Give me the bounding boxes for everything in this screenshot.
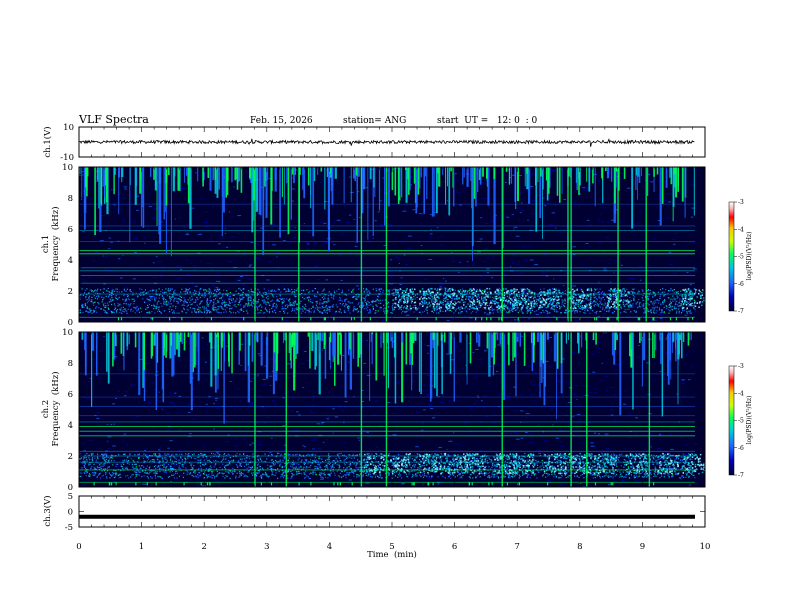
colorbar-tick-label: -3 <box>738 199 744 206</box>
time-tick-label: 4 <box>327 542 332 552</box>
ch3-ytick-label: -5 <box>65 523 73 533</box>
time-tick-label: 6 <box>452 542 457 552</box>
colorbar-tick-label: -5 <box>738 418 744 425</box>
colorbar-tick-label: -3 <box>738 363 744 370</box>
time-tick-label: 3 <box>264 542 269 552</box>
frequency-tick-label: 2 <box>68 287 73 297</box>
colorbar-tick-label: -7 <box>738 472 744 479</box>
ch1-spectrogram-panel: 0 2 4 6 8 10 ch.1 Frequency (kHz) -3 -4 -5 -6 -7 … <box>41 163 753 328</box>
ch3-ylabel: ch.3(V) <box>42 495 53 526</box>
header-date: Feb. 15, 2026 <box>250 116 313 126</box>
ch2-frequency-ylabel: Frequency (kHz) <box>50 371 61 446</box>
frequency-tick-label: 10 <box>62 328 73 338</box>
ch3-ytick-label: 5 <box>68 492 73 502</box>
time-axis-ticks: 0 1 2 3 4 5 6 7 8 9 10 <box>76 127 710 552</box>
ch1-ytick-top: 10 <box>63 123 74 133</box>
ch1-spectrogram-ylabel: ch.1 <box>41 235 51 253</box>
header-station: station= ANG <box>343 116 406 126</box>
figure-title: VLF Spectra <box>78 113 149 126</box>
frequency-tick-label: 6 <box>68 225 73 235</box>
ch3-ytick-label: 0 <box>68 508 73 518</box>
ch1-colorbar-label: log(PSD)(V²/Hz) <box>746 232 753 281</box>
colorbar-tick-label: -6 <box>738 281 744 288</box>
colorbar-tick-label: -5 <box>738 254 744 261</box>
frequency-tick-label: 4 <box>68 256 73 266</box>
ch2-spectrogram-image <box>79 332 705 487</box>
ch2-spectrogram-panel: 0 2 4 6 8 10 ch.2 Frequency (kHz) -3 -4 -5 -6 -7 … <box>41 328 753 493</box>
time-tick-label: 9 <box>640 542 645 552</box>
frequency-tick-label: 2 <box>68 452 73 462</box>
ch1-spectrogram-image <box>79 167 705 322</box>
colorbar-tick-label: -7 <box>738 308 744 315</box>
time-tick-label: 8 <box>577 542 582 552</box>
frequency-tick-label: 8 <box>68 359 73 369</box>
ch1-frequency-ylabel: Frequency (kHz) <box>50 206 61 281</box>
ch2-colorbar: -3 -4 -5 -6 -7 log(PSD)(V²/Hz) <box>728 363 753 479</box>
ch2-colorbar-label: log(PSD)(V²/Hz) <box>746 396 753 445</box>
frequency-tick-label: 4 <box>68 421 73 431</box>
frequency-tick-label: 6 <box>68 390 73 400</box>
time-axis-label: Time (min) <box>367 549 417 560</box>
time-tick-label: 2 <box>201 542 206 552</box>
frequency-tick-label: 0 <box>68 483 73 493</box>
frequency-tick-label: 10 <box>62 163 73 173</box>
header-start-time: start UT = 12: 0 : 0 <box>437 116 538 126</box>
ch3-waveform-panel: 5 0 -5 ch.3(V) <box>42 492 706 533</box>
time-tick-label: 0 <box>76 542 81 552</box>
colorbar-tick-label: -4 <box>738 390 744 397</box>
ch1-ylabel: ch.1(V) <box>42 126 53 157</box>
ch1-ytick-bottom: -10 <box>60 153 74 163</box>
time-tick-label: 5 <box>389 542 394 552</box>
ch2-spectrogram-ylabel: ch.2 <box>41 400 51 418</box>
colorbar-tick-label: -4 <box>738 226 744 233</box>
ch1-colorbar: -3 -4 -5 -6 -7 log(PSD)(V²/Hz) <box>728 199 753 315</box>
time-tick-label: 1 <box>139 542 144 552</box>
time-tick-label: 10 <box>700 542 711 552</box>
ch1-waveform-line <box>79 138 695 147</box>
frequency-tick-label: 8 <box>68 194 73 204</box>
colorbar-tick-label: -6 <box>738 445 744 452</box>
time-tick-label: 7 <box>514 542 519 552</box>
frequency-tick-label: 0 <box>68 318 73 328</box>
